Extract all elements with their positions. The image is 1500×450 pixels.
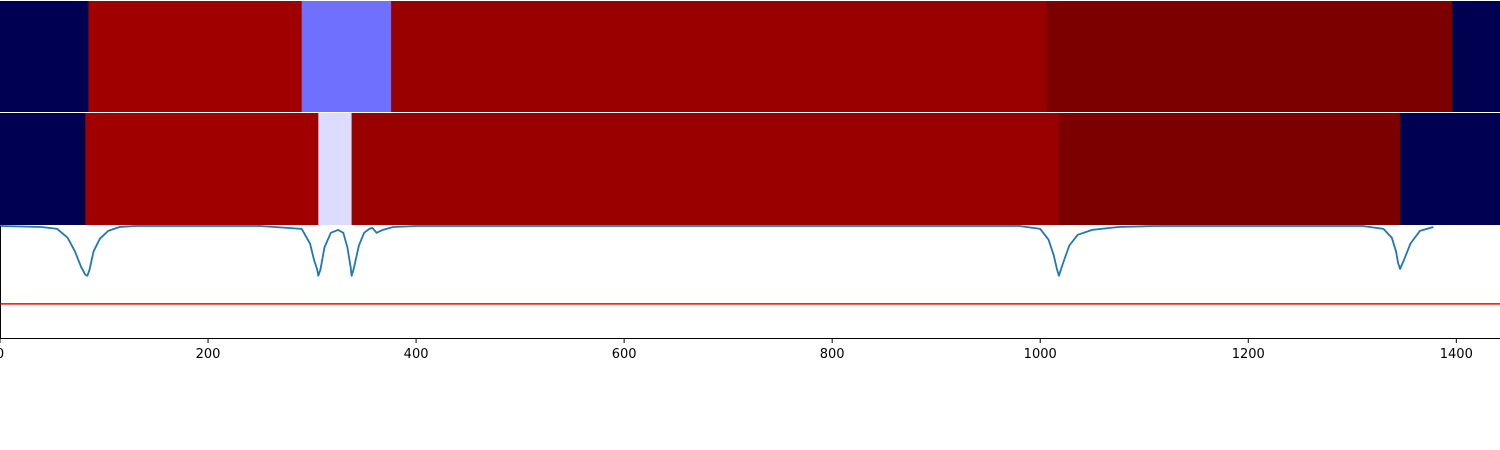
heatmap-segment [0,113,86,225]
heatmap-segment [1452,1,1500,112]
heatmap-segment [318,113,353,225]
signal-line [0,225,1434,277]
heatmap-segment [85,113,319,225]
x-tick-label: 400 [404,347,429,362]
heatmap-segment [0,1,89,112]
heatmap-segment [391,1,1047,112]
heatmap-segment [1400,113,1500,225]
x-tick-label: 0 [0,347,4,362]
heatmap-segment [1046,1,1453,112]
heatmap-segment [301,1,392,112]
middle-heatmap-band [0,113,1500,225]
heatmap-segment [351,113,1060,225]
x-tick-label: 1000 [1024,347,1057,362]
signal-panel [0,225,1500,339]
x-tick-label: 1400 [1440,347,1473,362]
signal-panel-background [0,226,1500,338]
x-tick-label: 200 [196,347,221,362]
top-heatmap-band [0,1,1500,112]
x-tick-label: 1200 [1232,347,1265,362]
heatmap-segment [88,1,303,112]
x-tick-label: 600 [612,347,637,362]
heatmap-segment [1058,113,1401,225]
x-tick-label: 800 [820,347,845,362]
x-axis-ticks: 0 200 400 600 800 1000 1200 1400 [0,338,1473,362]
